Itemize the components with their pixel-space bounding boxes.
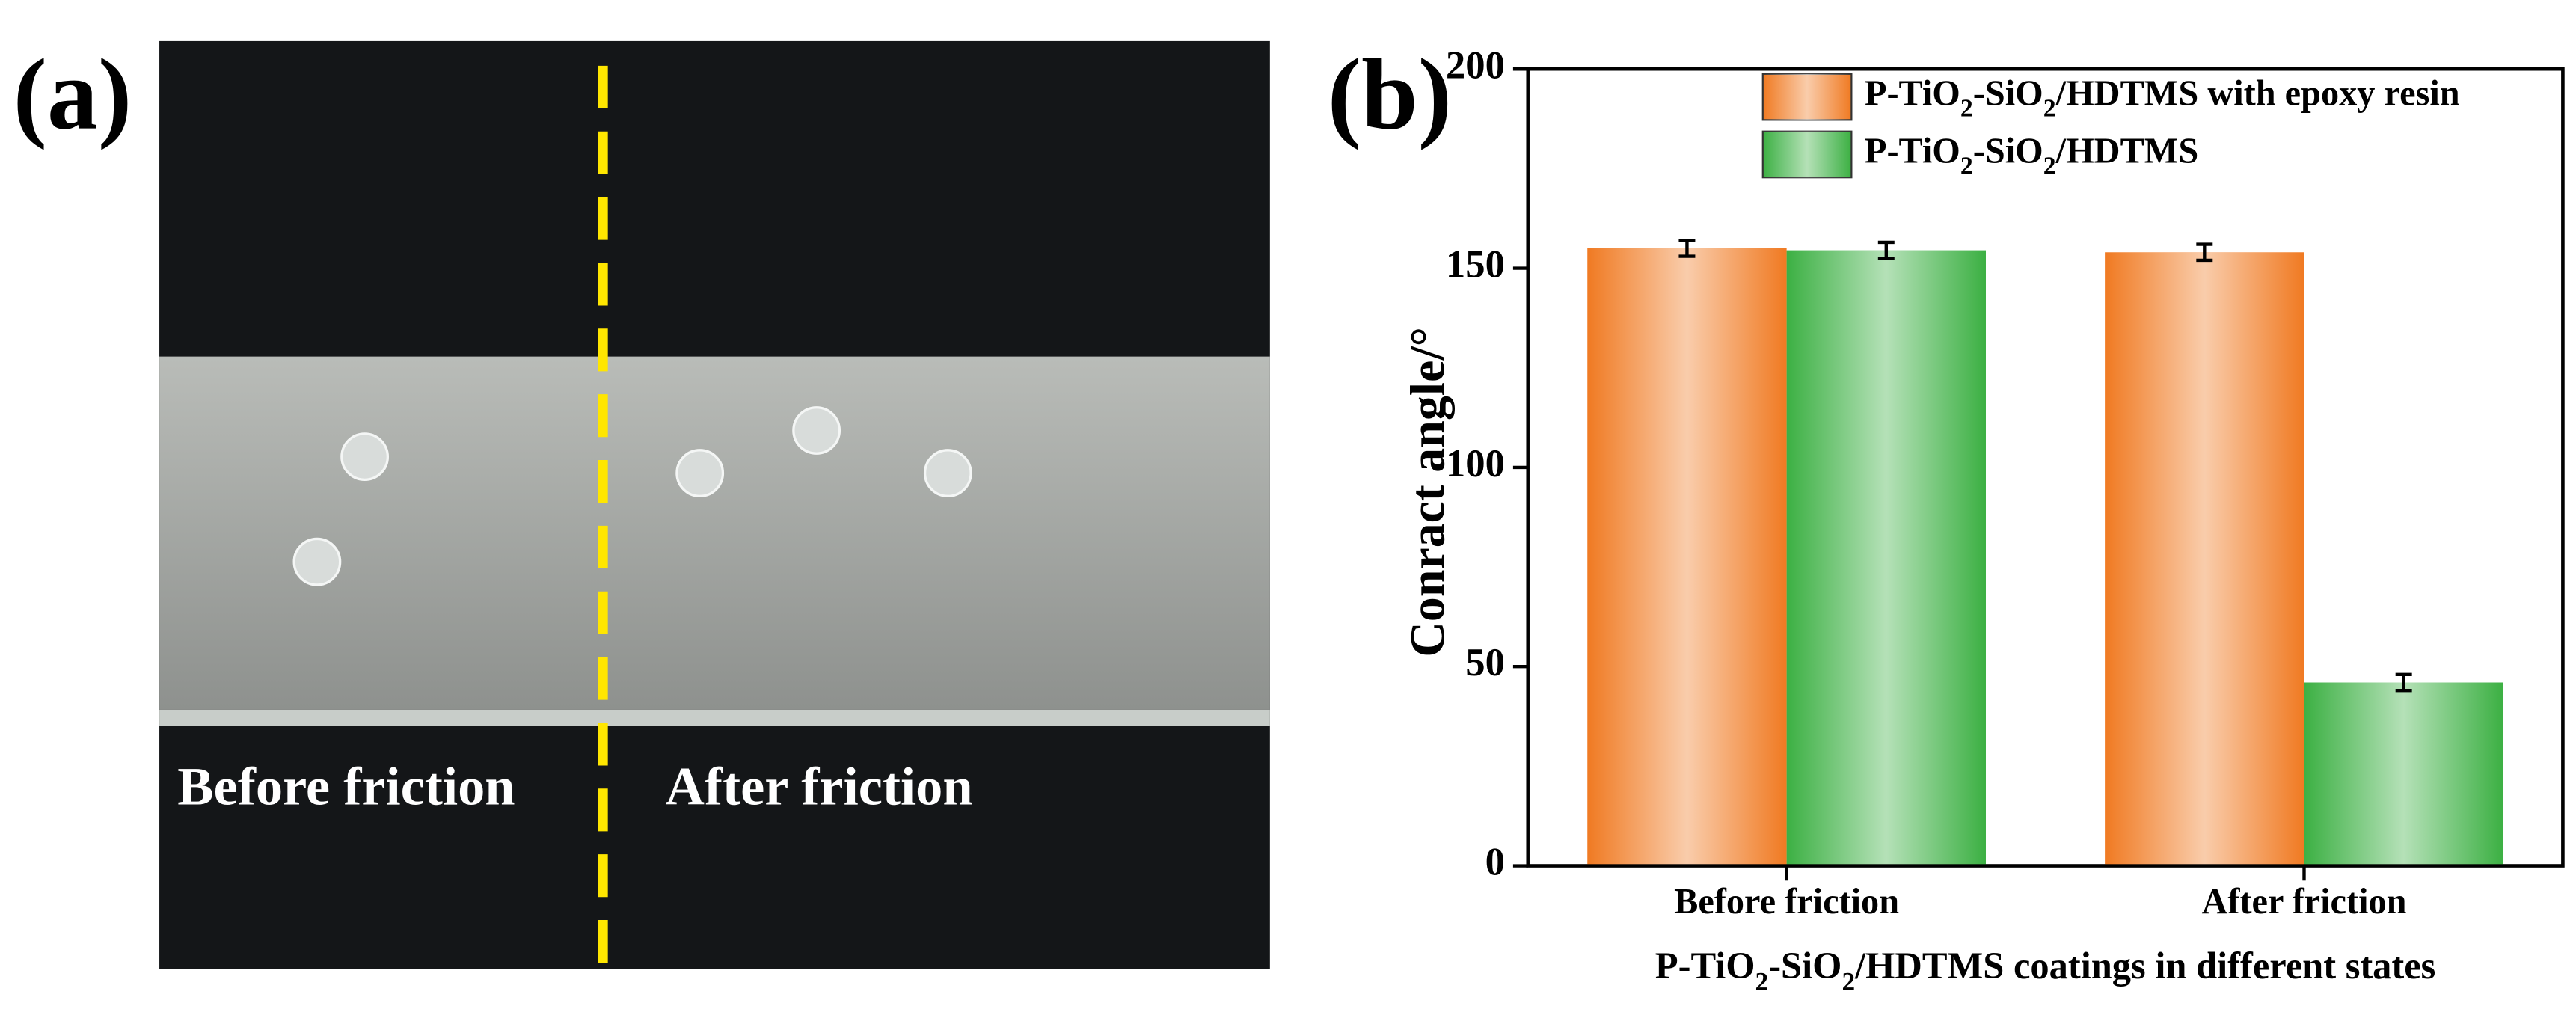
- legend-label: P-TiO2-SiO2/HDTMS with epoxy resin: [1865, 74, 2460, 123]
- y-tick-label: 0: [1485, 841, 1505, 884]
- photo-label: After friction: [666, 755, 973, 816]
- panel-label: (b): [1328, 39, 1452, 151]
- plate-edge: [159, 709, 1270, 726]
- bar-shine: [1587, 248, 1787, 866]
- legend-label: P-TiO2-SiO2/HDTMS: [1865, 132, 2198, 180]
- error-bar: [1678, 239, 1696, 258]
- y-tick-label: 50: [1465, 641, 1505, 684]
- error-bar: [2395, 672, 2412, 693]
- x-tick-label: Before friction: [1674, 882, 1899, 921]
- droplets: [292, 406, 972, 586]
- photo: [159, 40, 1270, 969]
- photo-label: Before friction: [177, 755, 515, 816]
- legend-swatch-shine: [1762, 73, 1852, 120]
- x-tick-label: After friction: [2201, 882, 2406, 921]
- coated-plate: [159, 356, 1270, 710]
- chart: 0 50 100 150 200 Before friction After frictio…: [1400, 43, 2565, 996]
- legend-swatch-shine: [1762, 131, 1852, 178]
- error-bar: [2196, 242, 2213, 263]
- x-axis-label: P-TiO2-SiO2/HDTMS coatings in different …: [1655, 944, 2436, 996]
- bar-shine: [2304, 682, 2503, 866]
- y-tick-label: 100: [1446, 442, 1505, 485]
- y-axis-label: Conract angle/°: [1400, 327, 1455, 657]
- panel-label: (a): [13, 39, 132, 151]
- error-bar: [1877, 240, 1895, 260]
- frame-top: [1526, 67, 2565, 868]
- bar-shine: [2105, 252, 2304, 866]
- y-tick-label: 200: [1446, 43, 1505, 87]
- y-tick-label: 150: [1446, 243, 1505, 286]
- bar-shine: [1786, 250, 1986, 866]
